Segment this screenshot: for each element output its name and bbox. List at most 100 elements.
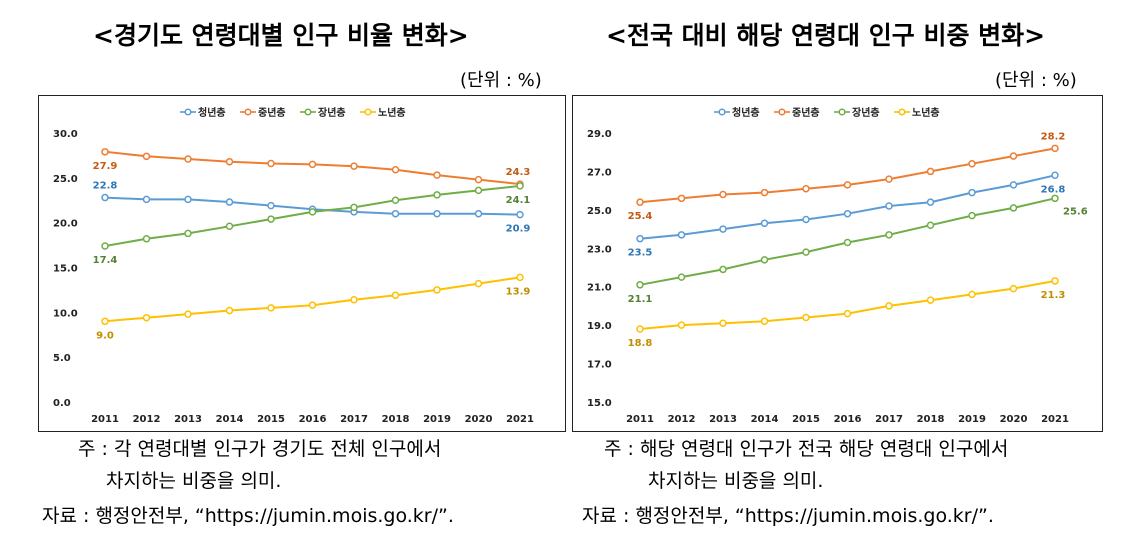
left-chart-xtick-label: 2011	[91, 414, 119, 425]
left-chart-data-point	[350, 296, 358, 304]
left-chart-data-point	[516, 273, 524, 282]
right-chart-data-point	[1009, 181, 1018, 189]
right-chart-data-point	[760, 219, 769, 228]
right-chart-xtick-label: 2021	[1041, 414, 1069, 425]
left-chart-data-point	[516, 182, 524, 190]
right-chart-data-point	[760, 188, 769, 197]
right-chart-data-point	[885, 175, 893, 183]
left-chart-data-point	[350, 162, 358, 170]
left-chart-legend-label: 노년층	[378, 106, 406, 119]
left-chart-legend-label: 중년층	[258, 106, 286, 119]
right-chart-data-point	[968, 211, 976, 220]
right-chart-data-point	[677, 194, 686, 203]
left-chart-legend-label: 장년층	[318, 106, 346, 119]
left-note-line2: 차지하는 비중을 의미.	[106, 470, 282, 492]
right-chart-data-point	[677, 273, 686, 281]
right-chart-data-point	[926, 296, 935, 304]
left-chart-legend-label: 청년층	[198, 106, 226, 119]
right-chart-data-point	[1009, 152, 1018, 160]
right-chart-legend-marker	[718, 108, 726, 116]
right-chart-data-point	[885, 302, 893, 310]
right-chart-data-point	[968, 188, 976, 197]
left-chart-data-point	[308, 160, 317, 169]
right-chart-data-point	[760, 317, 769, 326]
right-chart-legend-label: 장년층	[852, 106, 880, 119]
right-chart-data-point	[802, 184, 810, 193]
right-chart-data-point	[843, 181, 852, 189]
right-chart-data-point	[636, 234, 644, 243]
right-line-chart: 15.0 17.0 19.0 21.0 23.0 25.0 27.0 29.0 2011 2012…	[587, 106, 1088, 425]
left-chart-ytick-label: 0.0	[53, 398, 71, 409]
right-chart-legend-label: 중년층	[792, 106, 820, 119]
left-note-line1: 주 : 각 연령대별 인구가 경기도 전체 인구에서	[78, 438, 442, 460]
left-chart-xtick-label: 2019	[423, 414, 451, 425]
right-chart-data-point	[968, 159, 976, 168]
right-chart-ytick-label: 15.0	[587, 398, 612, 409]
right-chart-data-point	[1009, 204, 1018, 212]
left-chart-data-point	[350, 203, 358, 212]
right-chart-data-label: 21.3	[1041, 290, 1066, 301]
right-chart-series-line	[639, 279, 1056, 330]
left-chart-ytick-label: 15.0	[53, 264, 78, 275]
left-chart-xtick-label: 2018	[382, 414, 410, 425]
right-chart-title: <전국 대비 해당 연령대 인구 비중 변화>	[606, 21, 1046, 50]
left-chart-xtick-label: 2021	[506, 414, 534, 425]
right-chart-data-point	[843, 209, 852, 218]
right-chart-data-point	[802, 248, 810, 256]
right-chart-data-point	[719, 190, 727, 199]
left-unit-label: (단위 : %)	[460, 70, 542, 91]
right-chart-series-line	[639, 147, 1056, 204]
right-chart-data-label: 18.8	[628, 338, 653, 349]
left-chart-data-point	[225, 306, 234, 315]
right-chart-data-point	[636, 325, 644, 333]
right-chart-xtick-label: 2015	[792, 414, 820, 425]
right-chart-data-label: 25.4	[628, 211, 653, 222]
left-chart-series-line	[104, 276, 521, 323]
left-chart-data-point	[225, 198, 234, 206]
right-chart-xtick-label: 2013	[709, 414, 737, 425]
left-source: 자료 : 행정안전부, “https://jumin.mois.go.kr/”.	[42, 505, 454, 527]
right-chart-legend-label: 노년층	[912, 106, 940, 119]
right-chart-xtick-label: 2016	[834, 414, 862, 425]
right-unit-label: (단위 : %)	[995, 70, 1077, 91]
left-chart-ytick-label: 30.0	[53, 129, 78, 140]
right-chart-ytick-label: 23.0	[587, 244, 612, 255]
right-chart-data-point	[760, 256, 769, 264]
left-chart-data-point	[184, 195, 192, 204]
left-chart-data-point	[474, 209, 483, 218]
left-chart-data-point	[433, 191, 441, 199]
left-chart-data-point	[474, 279, 483, 288]
left-chart-data-label: 9.0	[96, 330, 114, 341]
right-chart-data-point	[719, 265, 727, 274]
left-chart-data-point	[101, 148, 109, 156]
left-line-chart: 0.0 5.0 10.0 15.0 20.0 25.0 30.0 2011 2012 2013 20…	[53, 106, 534, 425]
left-chart-data-point	[391, 196, 400, 204]
right-chart-data-point	[1051, 144, 1059, 153]
left-chart-data-point	[267, 304, 275, 312]
right-chart-xtick-label: 2020	[1000, 414, 1028, 425]
right-chart-data-label: 23.5	[628, 248, 653, 259]
right-chart-ytick-label: 27.0	[587, 167, 612, 178]
right-chart-data-point	[1051, 171, 1059, 180]
right-chart-ytick-label: 29.0	[587, 129, 612, 140]
right-chart-data-point	[802, 215, 810, 224]
left-chart-data-point	[391, 291, 400, 300]
left-chart-ytick-label: 10.0	[53, 308, 78, 319]
left-chart-ytick-label: 25.0	[53, 174, 78, 185]
left-chart-xtick-label: 2014	[216, 414, 244, 425]
left-chart-data-point	[101, 317, 109, 326]
left-chart-data-point	[184, 229, 192, 238]
left-chart-series-line	[104, 184, 521, 247]
left-chart-data-point	[101, 242, 109, 250]
left-chart-data-point	[516, 210, 524, 219]
right-chart-data-point	[1051, 277, 1059, 285]
right-chart-data-point	[926, 198, 935, 206]
right-chart-xtick-label: 2018	[917, 414, 945, 425]
right-chart-xtick-label: 2011	[626, 414, 654, 425]
left-chart-data-point	[184, 155, 192, 163]
left-chart-xtick-label: 2015	[257, 414, 285, 425]
left-chart-data-point	[433, 286, 441, 294]
right-chart-legend-label: 청년층	[732, 106, 760, 119]
left-chart-data-point	[225, 222, 234, 231]
left-chart-xtick-label: 2013	[174, 414, 202, 425]
